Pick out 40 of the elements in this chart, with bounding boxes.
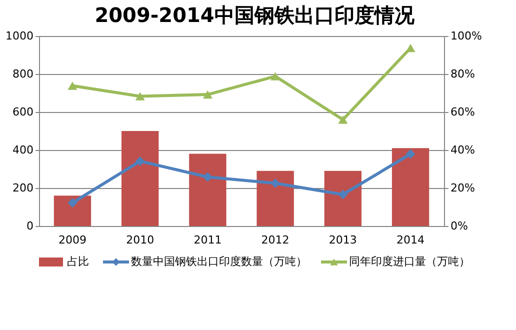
y-tick-label: 1000 (6, 30, 34, 42)
legend-label: 同年印度进口量（万吨） (349, 255, 470, 268)
bar (121, 131, 159, 226)
legend-label: 占比 (67, 255, 89, 268)
bar (256, 170, 294, 226)
point (270, 178, 280, 188)
bar (324, 170, 362, 226)
y-tick-label: 200 (12, 182, 34, 194)
y2-tick-label: 40% (450, 144, 475, 156)
y-tick-label: 400 (12, 144, 34, 156)
x-tick-label: 2009 (58, 234, 86, 246)
point (68, 82, 78, 90)
chart-title: 2009-2014中国钢铁出口印度情况 (94, 3, 416, 27)
x-tick-label: 2014 (396, 234, 425, 246)
point (202, 172, 212, 182)
y2-tick-label: 20% (450, 182, 475, 194)
point (406, 44, 416, 52)
y-tick-label: 0 (26, 220, 34, 232)
y-tick-label: 600 (12, 106, 34, 118)
point (135, 156, 145, 166)
bar (54, 196, 92, 226)
x-tick-label: 2011 (194, 234, 222, 246)
point (338, 190, 348, 200)
y-tick-label: 800 (12, 68, 34, 80)
y2-tick-label: 80% (450, 68, 475, 80)
x-tick-label: 2010 (126, 234, 154, 246)
y2-tick-label: 0% (450, 220, 468, 232)
point (202, 90, 212, 99)
bar (189, 154, 226, 226)
bar (392, 148, 430, 226)
x-tick-label: 2013 (328, 234, 357, 246)
point (270, 72, 280, 80)
y2-tick-label: 60% (450, 106, 475, 118)
point (406, 149, 416, 159)
x-tick-label: 2012 (261, 234, 290, 246)
legend-label: 数量中国钢铁出口印度数量（万吨） (131, 255, 307, 268)
point (338, 115, 348, 124)
point (135, 92, 145, 100)
point (68, 198, 78, 208)
y2-tick-label: 100% (450, 30, 482, 42)
